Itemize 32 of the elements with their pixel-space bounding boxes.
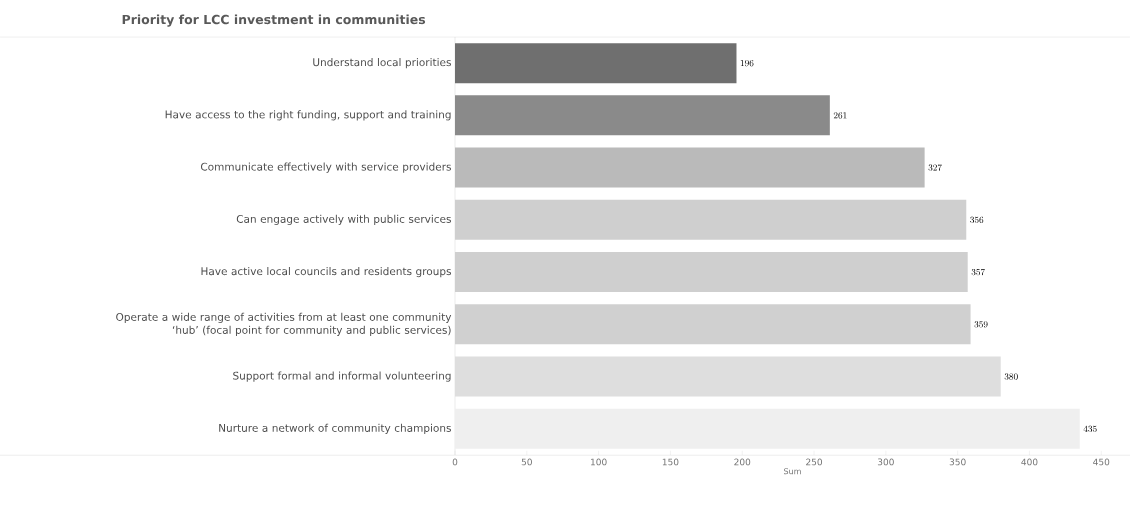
- x-tick-label: 300: [877, 458, 894, 466]
- bar: [455, 356, 1001, 397]
- data-label: 196: [740, 60, 754, 67]
- y-tick-label: Have access to the right funding, support and training: [165, 110, 451, 121]
- text: Priority for LCC investment in communities: [122, 14, 426, 27]
- data-label: 380: [1004, 373, 1018, 380]
- data-label: 435: [1083, 425, 1097, 432]
- y-tick-label: Can engage actively with public services: [236, 214, 451, 225]
- y-tick-label: Communicate effectively with service providers: [200, 162, 451, 173]
- bar: [455, 43, 737, 84]
- x-axis-title: Sum: [784, 468, 801, 475]
- y-tick-label: Understand local priorities: [313, 58, 451, 69]
- y-tick-label: Have active local councils and residents groups: [201, 267, 451, 278]
- x-tick-label: 0: [452, 458, 458, 466]
- y-tick-label: Nurture a network of community champions: [219, 423, 451, 434]
- x-tick-label: 100: [591, 458, 607, 466]
- x-tick-label: 400: [1021, 458, 1038, 466]
- y-tick-label: Operate a wide range of activities from at least one community ‘hub’ (focal point for community and public services): [116, 312, 452, 336]
- x-tick-label: 450: [1093, 458, 1110, 466]
- x-tick-label: 150: [662, 458, 679, 466]
- x-tick-label: 350: [949, 458, 966, 466]
- data-label: 261: [833, 112, 847, 119]
- data-label: 357: [971, 268, 985, 276]
- bar: [455, 95, 830, 136]
- data-label: 356: [970, 216, 984, 223]
- data-label: 359: [974, 321, 988, 328]
- y-tick-label: Support formal and informal volunteering: [233, 371, 451, 382]
- data-label: 327: [928, 164, 942, 171]
- x-tick-label: 200: [734, 458, 751, 466]
- bar: [455, 147, 925, 188]
- x-tick-label: 250: [806, 458, 823, 466]
- x-tick-label: 50: [521, 458, 532, 466]
